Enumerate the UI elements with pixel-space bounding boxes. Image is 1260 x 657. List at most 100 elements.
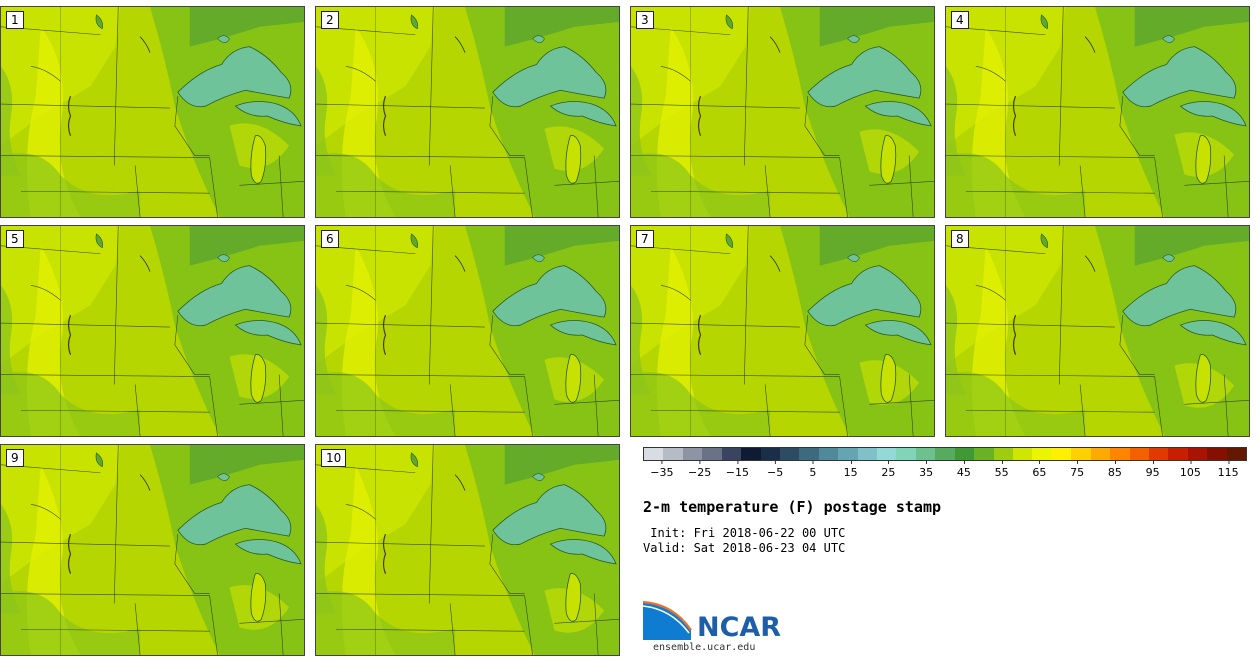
colorbar-swatch xyxy=(799,448,819,460)
colorbar-tick-label: 25 xyxy=(881,466,896,479)
colorbar-tick: −15 xyxy=(726,461,749,479)
temperature-map-icon xyxy=(1,226,304,436)
ensemble-member-map: 10 xyxy=(315,444,620,656)
ncar-wordmark: NCAR xyxy=(697,612,782,643)
colorbar-swatch xyxy=(663,448,683,460)
colorbar-tick: 115 xyxy=(1218,461,1239,479)
colorbar-tick-label: 65 xyxy=(1032,466,1047,479)
member-number-label: 4 xyxy=(951,11,969,29)
colorbar-swatch xyxy=(896,448,916,460)
colorbar-swatch xyxy=(974,448,994,460)
colorbar-swatch xyxy=(1226,448,1247,460)
colorbar-swatch xyxy=(1071,448,1091,460)
colorbar-tick: 45 xyxy=(957,461,971,479)
ensemble-member-map: 3 xyxy=(630,6,935,218)
colorbar-tick: 95 xyxy=(1146,461,1160,479)
colorbar-swatch xyxy=(838,448,858,460)
colorbar-swatch xyxy=(702,448,722,460)
colorbar-tick: 65 xyxy=(1032,461,1046,479)
colorbar-tick: −25 xyxy=(688,461,711,479)
colorbar-tick-label: 35 xyxy=(919,466,934,479)
colorbar-swatch xyxy=(721,448,742,460)
temperature-map-icon xyxy=(316,7,619,217)
colorbar-swatch xyxy=(1129,448,1149,460)
colorbar-swatch xyxy=(1032,448,1052,460)
member-number-label: 7 xyxy=(636,230,654,248)
colorbar-swatch xyxy=(1168,448,1188,460)
site-url: ensemble.ucar.edu xyxy=(653,642,756,653)
colorbar-tick: 15 xyxy=(844,461,858,479)
colorbar-swatch xyxy=(1013,448,1033,460)
valid-time: Valid: Sat 2018-06-23 04 UTC xyxy=(643,541,846,555)
colorbar-swatch xyxy=(1110,448,1130,460)
colorbar-tick: 25 xyxy=(881,461,895,479)
colorbar-swatch xyxy=(760,448,780,460)
colorbar-tick-label: 15 xyxy=(843,466,858,479)
colorbar-tick: −35 xyxy=(650,461,673,479)
colorbar-tick-label: 85 xyxy=(1107,466,1122,479)
member-number-label: 10 xyxy=(321,449,347,467)
member-number-label: 2 xyxy=(321,11,339,29)
colorbar-tick-label: 105 xyxy=(1179,466,1201,479)
member-number-label: 3 xyxy=(636,11,654,29)
colorbar-swatch xyxy=(682,448,703,460)
colorbar-swatch xyxy=(954,448,975,460)
colorbar-swatch xyxy=(818,448,839,460)
ensemble-member-map: 7 xyxy=(630,225,935,437)
colorbar-swatch xyxy=(993,448,1014,460)
colorbar-tick: 85 xyxy=(1108,461,1122,479)
colorbar-swatch xyxy=(877,448,897,460)
colorbar-swatch xyxy=(915,448,936,460)
member-number-label: 5 xyxy=(6,230,24,248)
colorbar-tick-label: 45 xyxy=(956,466,971,479)
colorbar-tick-label: −15 xyxy=(725,466,749,479)
colorbar-swatch xyxy=(741,448,761,460)
colorbar-swatch xyxy=(1090,448,1111,460)
temperature-map-icon xyxy=(631,7,934,217)
colorbar-tick-label: 95 xyxy=(1145,466,1160,479)
colorbar-swatch xyxy=(935,448,955,460)
ensemble-member-map: 4 xyxy=(945,6,1250,218)
colorbar-tick: 55 xyxy=(995,461,1009,479)
colorbar-tick-labels: −35 −25 −15 −5 5 15 25 35 45 55 65 75 85 95 105 115 xyxy=(643,461,1247,481)
colorbar-swatch xyxy=(857,448,878,460)
temperature-map-icon xyxy=(631,226,934,436)
ensemble-member-map: 5 xyxy=(0,225,305,437)
ensemble-member-map: 6 xyxy=(315,225,620,437)
colorbar-tick-label: −35 xyxy=(650,466,674,479)
ncar-logo-icon xyxy=(643,600,692,640)
colorbar-swatch xyxy=(1207,448,1227,460)
member-number-label: 8 xyxy=(951,230,969,248)
colorbar-tick: −5 xyxy=(767,461,783,479)
member-number-label: 1 xyxy=(6,11,24,29)
temperature-map-icon xyxy=(316,445,619,655)
temperature-map-icon xyxy=(316,226,619,436)
colorbar-tick: 35 xyxy=(919,461,933,479)
colorbar-tick-label: 115 xyxy=(1217,466,1239,479)
colorbar-tick: 105 xyxy=(1180,461,1201,479)
colorbar-swatch xyxy=(1187,448,1208,460)
member-number-label: 9 xyxy=(6,449,24,467)
colorbar-tick-label: 5 xyxy=(809,466,817,479)
init-time: Init: Fri 2018-06-22 00 UTC xyxy=(643,526,846,540)
temperature-map-icon xyxy=(1,445,304,655)
ensemble-member-map: 2 xyxy=(315,6,620,218)
colorbar-swatch xyxy=(1051,448,1072,460)
colorbar-tick-label: 55 xyxy=(994,466,1009,479)
colorbar-swatch xyxy=(1148,448,1169,460)
colorbar-tick: 75 xyxy=(1070,461,1084,479)
colorbar-swatch xyxy=(644,448,664,460)
colorbar-tick-label: −25 xyxy=(688,466,712,479)
temperature-map-icon xyxy=(946,226,1249,436)
colorbar-swatch xyxy=(779,448,800,460)
temperature-map-icon xyxy=(1,7,304,217)
ensemble-member-map: 1 xyxy=(0,6,305,218)
colorbar-tick-label: 75 xyxy=(1070,466,1085,479)
colorbar-tick: 5 xyxy=(809,461,816,479)
ensemble-member-map: 8 xyxy=(945,225,1250,437)
member-number-label: 6 xyxy=(321,230,339,248)
temperature-colorbar xyxy=(643,447,1247,461)
chart-title: 2-m temperature (F) postage stamp xyxy=(643,498,942,516)
ensemble-member-map: 9 xyxy=(0,444,305,656)
temperature-map-icon xyxy=(946,7,1249,217)
